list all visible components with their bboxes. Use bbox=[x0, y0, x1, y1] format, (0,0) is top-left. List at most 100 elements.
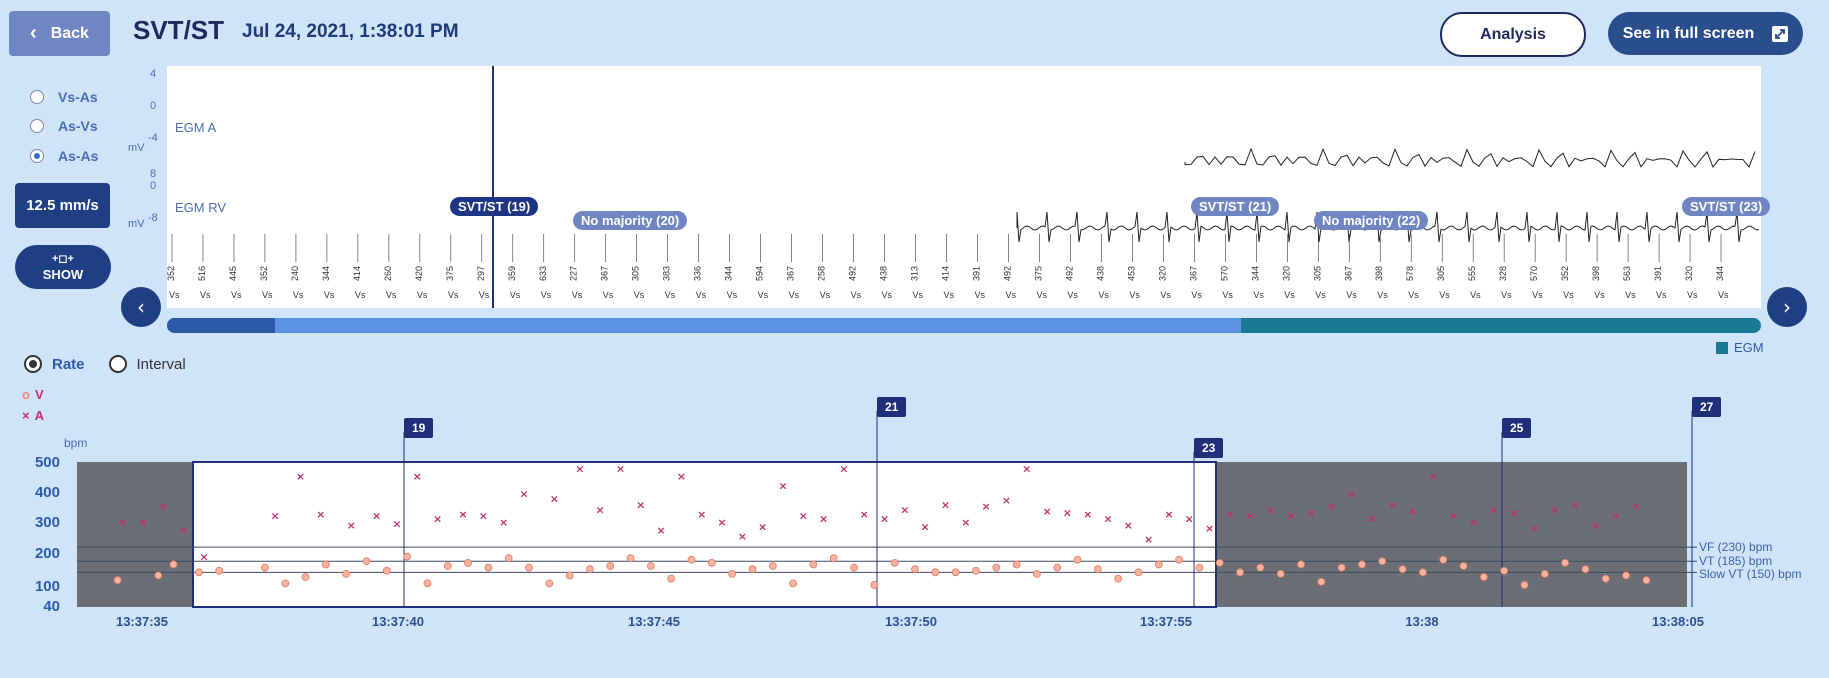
episode-label-19[interactable]: SVT/ST (19) bbox=[450, 197, 539, 216]
episode-marker-23[interactable]: 23 bbox=[1194, 438, 1224, 458]
marker-vs-label: Vs bbox=[231, 290, 242, 300]
marker-vs-label: Vs bbox=[479, 290, 490, 300]
v-point bbox=[687, 555, 696, 564]
a-point: × bbox=[961, 516, 970, 529]
interval-option-as-vs[interactable]: As-Vs bbox=[30, 118, 98, 134]
v-point bbox=[972, 566, 980, 575]
show-markers-button[interactable]: +◻+ SHOW bbox=[15, 245, 111, 289]
egm-scrollbar[interactable] bbox=[167, 318, 1761, 333]
scroll-thumb[interactable] bbox=[275, 318, 1241, 333]
marker-vs-label: Vs bbox=[1160, 290, 1171, 300]
prev-episode-button[interactable]: ‹ bbox=[121, 287, 161, 327]
marker-vs-label: Vs bbox=[355, 290, 366, 300]
marker-interval-label: 344 bbox=[1715, 266, 1725, 281]
episode-label-21[interactable]: SVT/ST (21) bbox=[1191, 197, 1280, 216]
x-tick: 13:37:50 bbox=[884, 614, 938, 629]
episode-label-22[interactable]: No majority (22) bbox=[1314, 211, 1429, 230]
a-point: × bbox=[458, 508, 467, 521]
a-point: × bbox=[159, 500, 168, 513]
egm-strip[interactable]: EGM A EGM RV 352 Vs 516 Vs 445 Vs 352 Vs 240 Vs 34… bbox=[167, 66, 1771, 308]
threshold-slow-vt: Slow VT (150) bpm bbox=[1699, 567, 1802, 581]
episode-marker-27[interactable]: 27 bbox=[1692, 397, 1722, 417]
v-point bbox=[1642, 576, 1651, 585]
marker-vs-label: Vs bbox=[1594, 290, 1605, 300]
marker-vs-label: Vs bbox=[851, 290, 862, 300]
radio-rate[interactable] bbox=[24, 355, 42, 373]
marker-interval-label: 438 bbox=[1095, 266, 1105, 281]
a-point: × bbox=[758, 521, 767, 534]
expand-icon bbox=[1772, 25, 1789, 42]
episode-label-23[interactable]: SVT/ST (23) bbox=[1682, 197, 1771, 216]
v-point bbox=[1439, 555, 1448, 564]
a-point: × bbox=[1286, 510, 1295, 523]
marker-vs-label: Vs bbox=[417, 290, 428, 300]
v-point bbox=[1215, 558, 1224, 567]
v-point bbox=[1256, 563, 1265, 572]
fullscreen-button[interactable]: See in full screen bbox=[1608, 12, 1803, 55]
marker-vs-label: Vs bbox=[1036, 290, 1047, 300]
radio-as-vs[interactable] bbox=[30, 119, 44, 133]
v-point bbox=[1175, 555, 1184, 564]
a-point: × bbox=[1368, 513, 1377, 526]
back-button[interactable]: ‹ Back bbox=[9, 11, 110, 56]
a-point: × bbox=[677, 470, 686, 483]
episode-label-20[interactable]: No majority (20) bbox=[573, 211, 688, 230]
speed-button[interactable]: 12.5 mm/s bbox=[15, 183, 110, 228]
marker-vs-label: Vs bbox=[882, 290, 893, 300]
v-point bbox=[626, 554, 635, 563]
a-point: × bbox=[1449, 510, 1458, 523]
marker-vs-label: Vs bbox=[1532, 290, 1543, 300]
marker-vs-label: Vs bbox=[634, 290, 645, 300]
marker-interval-label: 352 bbox=[1560, 266, 1570, 281]
episode-marker-19[interactable]: 19 bbox=[404, 418, 434, 438]
y-tick: 500 bbox=[34, 454, 60, 471]
interval-option-as-as[interactable]: As-As bbox=[30, 148, 98, 164]
v-point bbox=[1479, 573, 1488, 581]
marker-vs-label: Vs bbox=[1315, 290, 1326, 300]
y-tick: 200 bbox=[34, 545, 60, 562]
a-point: × bbox=[199, 551, 208, 564]
egm-rv-tick-bottom: -8 bbox=[148, 212, 158, 224]
marker-vs-label: Vs bbox=[758, 290, 769, 300]
v-point bbox=[870, 581, 879, 589]
episode-marker-25[interactable]: 25 bbox=[1502, 418, 1532, 438]
v-point bbox=[403, 552, 412, 561]
cross-icon: × bbox=[22, 408, 30, 423]
interval-option-vs-as[interactable]: Vs-As bbox=[30, 89, 98, 105]
v-point bbox=[443, 562, 452, 570]
radio-interval[interactable] bbox=[108, 355, 127, 373]
fullscreen-label: See in full screen bbox=[1622, 24, 1755, 42]
a-point: × bbox=[1103, 513, 1112, 526]
v-point bbox=[1093, 565, 1102, 574]
analysis-button[interactable]: Analysis bbox=[1440, 12, 1586, 57]
interval-label: As-As bbox=[58, 148, 99, 164]
marker-interval-label: 555 bbox=[1467, 266, 1477, 281]
a-point: × bbox=[316, 508, 325, 521]
threshold-vt: VT (185) bpm bbox=[1699, 554, 1773, 568]
marker-vs-label: Vs bbox=[1408, 290, 1419, 300]
marker-interval-label: 367 bbox=[1188, 266, 1198, 281]
marker-interval-label: 445 bbox=[228, 266, 238, 281]
a-point: × bbox=[1144, 533, 1153, 546]
next-episode-button[interactable]: › bbox=[1767, 287, 1807, 327]
v-point bbox=[1601, 574, 1610, 583]
marker-interval-label: 313 bbox=[910, 266, 920, 281]
v-point bbox=[484, 563, 493, 572]
episode-marker-21[interactable]: 21 bbox=[877, 397, 907, 417]
radio-vs-as[interactable] bbox=[30, 90, 44, 104]
a-point: × bbox=[1185, 513, 1194, 526]
egm-legend: EGM bbox=[1716, 340, 1764, 355]
v-point bbox=[606, 562, 615, 570]
radio-as-as[interactable] bbox=[30, 149, 44, 163]
a-point: × bbox=[1022, 462, 1031, 475]
v-point bbox=[1053, 563, 1062, 572]
marker-vs-label: Vs bbox=[727, 290, 738, 300]
v-point bbox=[194, 568, 203, 577]
a-point: × bbox=[941, 499, 950, 512]
chart-mode-toggle[interactable]: Rate Interval bbox=[24, 355, 186, 373]
marker-interval-label: 516 bbox=[197, 266, 207, 281]
circle-icon: o bbox=[22, 387, 30, 402]
marker-interval-label: 305 bbox=[1312, 266, 1322, 281]
a-point: × bbox=[296, 470, 305, 483]
